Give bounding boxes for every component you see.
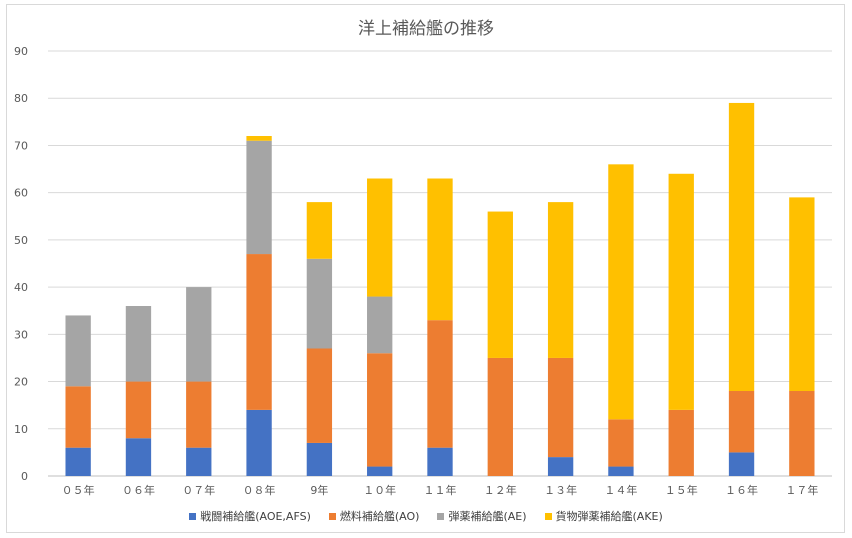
bar-segment: [246, 136, 272, 141]
x-tick-label: 9年: [310, 483, 328, 497]
legend-label: 貨物弾薬補給艦(AKE): [555, 510, 663, 523]
bar-segment: [125, 306, 152, 382]
y-tick-label: 20: [14, 376, 28, 389]
bar-segment: [306, 348, 333, 443]
legend-swatch: [189, 512, 197, 520]
bar-segment: [246, 140, 272, 255]
bar-segment: [65, 386, 91, 448]
y-tick-label: 50: [14, 234, 28, 247]
legend-swatch: [437, 512, 445, 520]
bar-segment: [789, 197, 815, 391]
y-tick-label: 80: [14, 92, 28, 105]
bar-segment: [608, 419, 634, 467]
x-tick-label: ０８年: [243, 483, 276, 497]
legend-label: 燃料補給艦(AO): [339, 510, 420, 523]
legend-label: 戦闘補給艦(AOE,AFS): [200, 510, 311, 523]
bar-segment: [547, 457, 574, 476]
bar-segment: [367, 178, 393, 297]
x-tick-label: １１年: [424, 483, 457, 497]
x-tick-label: １６年: [725, 483, 758, 497]
legend-item: 戦闘補給艦(AOE,AFS): [189, 508, 311, 524]
y-tick-label: 10: [14, 423, 28, 436]
bar-segment: [367, 466, 393, 476]
y-tick-label: 40: [14, 281, 28, 294]
legend-swatch: [544, 512, 552, 520]
bar-segment: [608, 466, 634, 476]
bar-segment: [306, 442, 333, 476]
bar-segment: [728, 452, 755, 476]
y-tick-label: 90: [14, 45, 28, 58]
bar-segment: [427, 447, 453, 476]
bar-segment: [65, 315, 91, 387]
bar-segment: [367, 353, 393, 467]
x-tick-label: ０５年: [62, 483, 95, 497]
x-tick-label: １７年: [785, 483, 818, 497]
bar-segment: [728, 102, 755, 391]
bar-segment: [306, 202, 333, 259]
legend: 戦闘補給艦(AOE,AFS) 燃料補給艦(AO) 弾薬補給艦(AE) 貨物弾薬補給艦(…: [0, 508, 852, 524]
bar-segment: [125, 438, 152, 476]
bar-segment: [668, 409, 694, 476]
legend-item: 弾薬補給艦(AE): [437, 508, 527, 524]
x-tick-label: ０７年: [182, 483, 215, 497]
x-tick-label: １３年: [544, 483, 577, 497]
bar-segment: [427, 320, 453, 448]
bar-segment: [547, 202, 574, 358]
legend-swatch: [328, 512, 336, 520]
bar-segment: [367, 296, 393, 354]
y-tick-label: 0: [21, 470, 28, 483]
x-tick-label: １５年: [665, 483, 698, 497]
x-tick-label: １０年: [363, 483, 396, 497]
bar-segment: [186, 287, 212, 382]
chart-title: 洋上補給艦の推移: [358, 19, 494, 39]
bar-segment: [246, 409, 272, 476]
bar-segment: [125, 381, 152, 439]
y-tick-label: 70: [14, 139, 28, 152]
legend-item: 燃料補給艦(AO): [328, 508, 420, 524]
x-tick-label: ０６年: [122, 483, 155, 497]
bar-segment: [306, 258, 333, 349]
bar-segment: [186, 381, 212, 448]
x-tick-label: １４年: [604, 483, 637, 497]
bar-segment: [246, 254, 272, 410]
legend-label: 弾薬補給艦(AE): [448, 510, 527, 523]
bar-segment: [487, 211, 513, 358]
bar-segment: [65, 447, 91, 476]
legend-item: 貨物弾薬補給艦(AKE): [544, 508, 663, 524]
bar-segment: [728, 391, 755, 453]
y-tick-label: 30: [14, 328, 28, 341]
x-tick-label: １２年: [484, 483, 517, 497]
y-tick-label: 60: [14, 187, 28, 200]
bar-segment: [789, 391, 815, 476]
bar-segment: [186, 447, 212, 476]
bar-segment: [427, 178, 453, 321]
bar-segment: [487, 357, 513, 476]
bar-segment: [608, 164, 634, 420]
bar-segment: [668, 173, 694, 410]
bar-segment: [547, 357, 574, 458]
